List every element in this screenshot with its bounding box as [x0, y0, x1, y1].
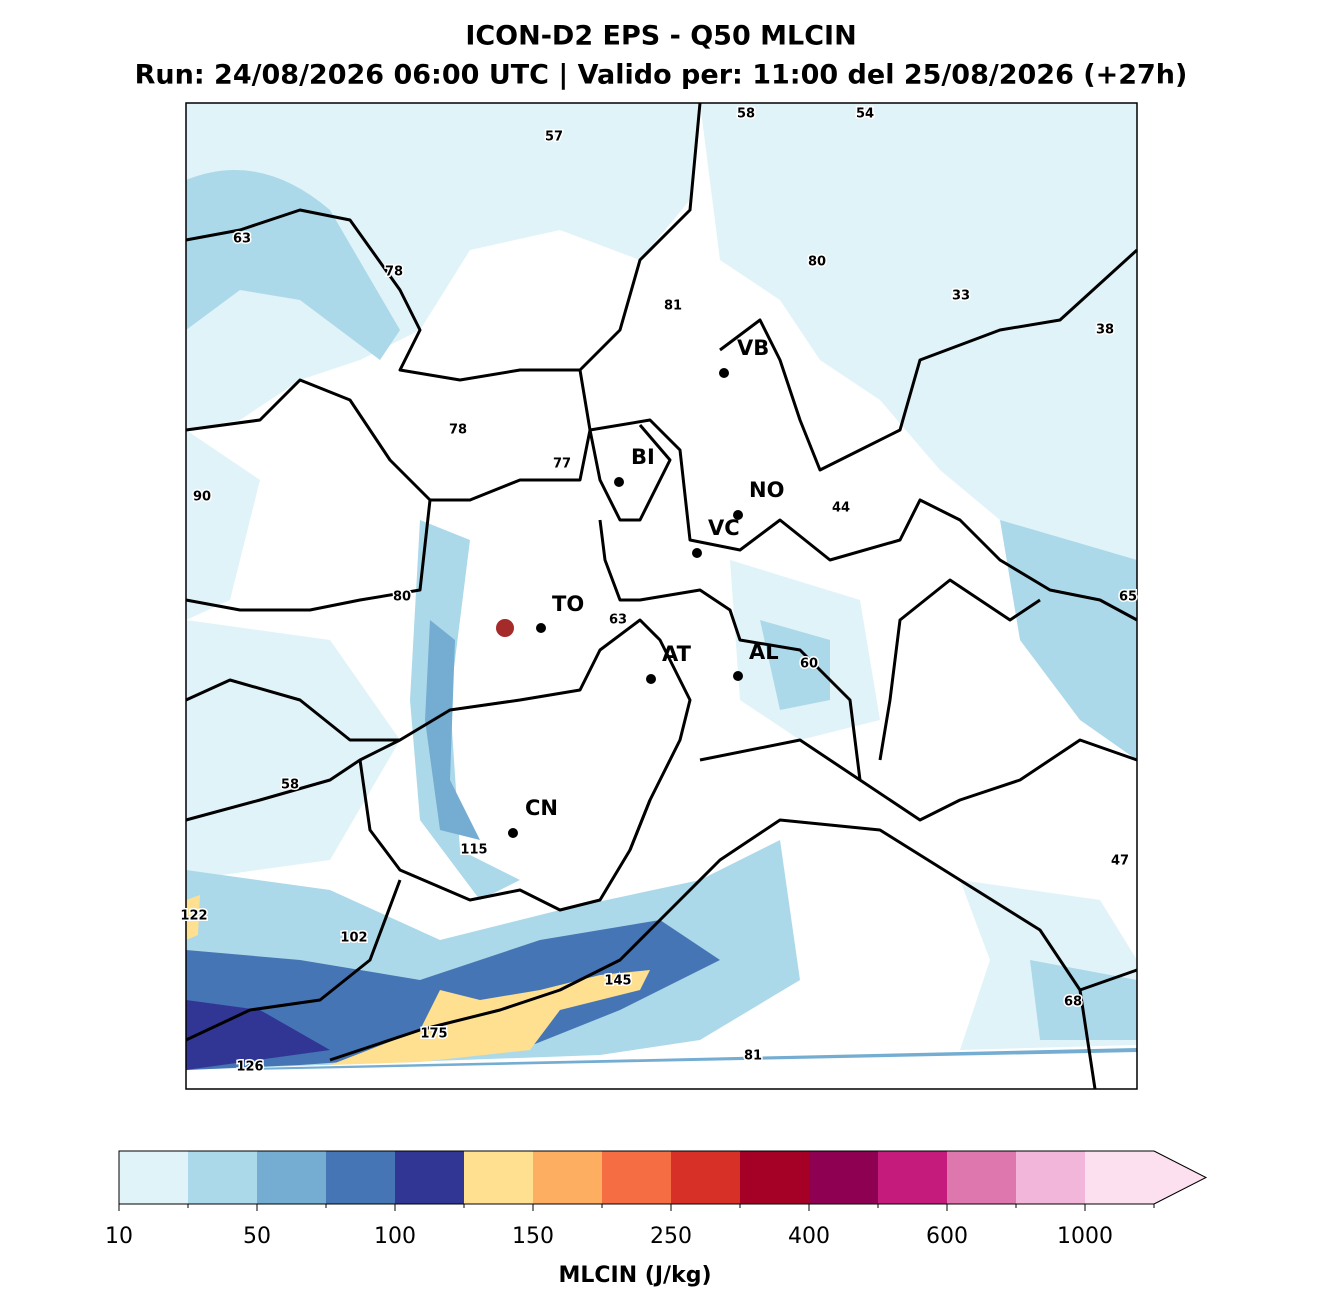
value-label: 90 [193, 490, 211, 505]
city-label: CN [525, 796, 558, 820]
colorbar-extend [1153, 1150, 1208, 1205]
value-label: 122 [180, 909, 207, 924]
city-label: VB [737, 336, 769, 360]
value-label: 38 [1096, 323, 1114, 338]
value-label: 78 [449, 423, 467, 438]
colorbar-tick-label: 400 [788, 1224, 830, 1249]
colorbar-tick-label: 1000 [1057, 1224, 1113, 1249]
colorbar-swatch [1016, 1151, 1086, 1204]
city-dot [733, 510, 743, 520]
value-label: 81 [744, 1049, 762, 1064]
city-dot [508, 828, 518, 838]
city-label: BI [631, 445, 655, 469]
value-label: 58 [281, 778, 299, 793]
value-label: 65 [1119, 590, 1137, 605]
colorbar-label: MLCIN (J/kg) [558, 1263, 711, 1288]
map: VB BI NO VC TO AT AL CN 57 58 54 63 78 80 81 33 38 78 77 90… [179, 102, 1139, 1090]
city-dot [692, 548, 702, 558]
colorbar-tick-label: 600 [926, 1224, 968, 1249]
value-label: 54 [856, 107, 874, 122]
value-label: 80 [808, 255, 826, 270]
colorbar-swatch [740, 1151, 810, 1204]
colorbar-swatch [533, 1151, 603, 1204]
city-dot [646, 674, 656, 684]
city-label: VC [708, 516, 740, 540]
value-label: 102 [340, 931, 367, 946]
colorbar-swatch [464, 1151, 534, 1204]
city-dot [719, 368, 729, 378]
colorbar-tick-label: 100 [374, 1224, 416, 1249]
value-label: 63 [609, 613, 627, 628]
city-dot [733, 671, 743, 681]
value-label: 145 [604, 974, 631, 989]
value-label: 80 [393, 590, 411, 605]
city-label: TO [552, 592, 584, 616]
colorbar: 10 50 100 150 250 400 600 1000 [105, 1150, 1208, 1249]
colorbar-swatch [671, 1151, 741, 1204]
colorbar-swatch [878, 1151, 948, 1204]
value-label: 63 [233, 232, 251, 247]
location-marker [496, 619, 514, 637]
value-label: 58 [737, 107, 755, 122]
value-label: 44 [832, 501, 850, 516]
value-label: 77 [553, 457, 571, 472]
subtitle: Run: 24/08/2026 06:00 UTC | Valido per: … [135, 60, 1188, 91]
colorbar-swatch [257, 1151, 327, 1204]
borders [185, 102, 1139, 1090]
value-label: 81 [664, 299, 682, 314]
colorbar-swatch [947, 1151, 1017, 1204]
colorbar-tick-label: 150 [512, 1224, 554, 1249]
colorbar-swatch [1085, 1151, 1155, 1204]
colorbar-swatch [602, 1151, 672, 1204]
city-label: NO [749, 478, 784, 502]
value-label: 78 [385, 265, 403, 280]
value-label: 115 [460, 843, 487, 858]
value-label: 60 [800, 657, 818, 672]
colorbar-frame [118, 1150, 1154, 1205]
colorbar-tick-label: 50 [243, 1224, 271, 1249]
city-label: AT [662, 642, 692, 666]
map-frame [185, 102, 1138, 1090]
value-label: 126 [236, 1060, 263, 1075]
title: ICON-D2 EPS - Q50 MLCIN [465, 21, 856, 52]
colorbar-swatch [188, 1151, 258, 1204]
value-label: 33 [952, 289, 970, 304]
value-label: 68 [1064, 995, 1082, 1010]
city-dot [614, 477, 624, 487]
value-label: 47 [1111, 854, 1129, 869]
colorbar-tick-label: 10 [105, 1224, 133, 1249]
value-label: 57 [545, 130, 563, 145]
colorbar-swatch [119, 1151, 189, 1204]
city-label: AL [749, 640, 779, 664]
colorbar-swatch [809, 1151, 879, 1204]
value-label: 175 [420, 1027, 447, 1042]
colorbar-swatch [395, 1151, 465, 1204]
city-dot [536, 623, 546, 633]
colorbar-swatch [326, 1151, 396, 1204]
colorbar-tick-label: 250 [650, 1224, 692, 1249]
shading [186, 103, 1137, 1070]
